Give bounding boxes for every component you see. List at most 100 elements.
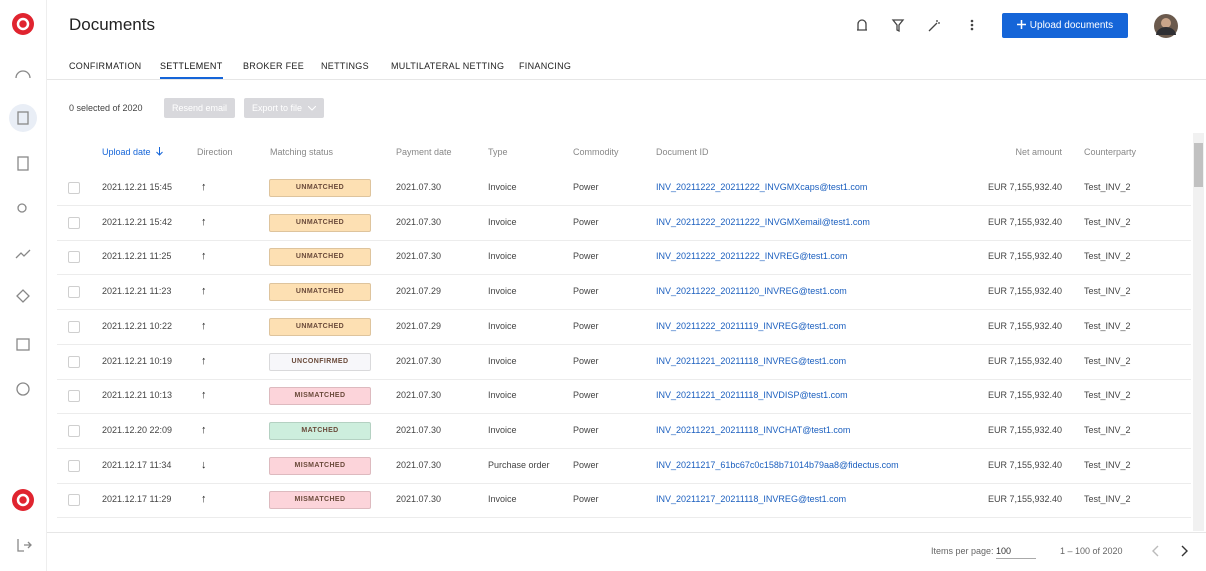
active-nav-bg (9, 104, 37, 132)
direction: ↑ (201, 250, 207, 263)
plus-icon (1016, 20, 1026, 29)
column-header[interactable]: Document ID (656, 147, 709, 157)
document-id[interactable]: INV_20211217_61bc67c0c158b71014b79aa8@fi… (656, 459, 899, 470)
document-id[interactable]: INV_20211222_20211222_INVREG@test1.com (656, 251, 848, 262)
footer-divider (47, 532, 1206, 533)
documents-icon[interactable] (17, 111, 29, 125)
filter-icon[interactable] (891, 19, 905, 33)
type: Invoice (488, 286, 517, 297)
wand-icon[interactable] (928, 20, 940, 32)
payment-date: 2021.07.30 (396, 355, 442, 366)
document-id[interactable]: INV_20211221_20211118_INVREG@test1.com (656, 355, 847, 366)
more-icon[interactable] (970, 19, 974, 31)
row-checkbox[interactable] (68, 320, 80, 333)
row-checkbox[interactable] (68, 459, 80, 472)
payment-date: 2021.07.30 (396, 182, 442, 192)
status-badge: MISMATCHED (269, 387, 371, 406)
counterparty: Test_INV_2 (1084, 320, 1131, 331)
type: Invoice (488, 320, 517, 331)
document-id[interactable]: INV_20211221_20211118_INVDISP@test1.com (656, 390, 848, 401)
row-checkbox[interactable] (68, 494, 80, 507)
counterparty: Test_INV_2 (1084, 494, 1131, 505)
items-per-page[interactable]: 100 (996, 546, 1036, 559)
tab[interactable]: NETTINGS (321, 61, 369, 71)
payment-date: 2021.07.30 (396, 424, 442, 435)
payment-date: 2021.07.29 (396, 320, 442, 331)
direction: ↑ (201, 423, 207, 436)
upload-button[interactable]: Upload documents (1002, 13, 1128, 38)
column-header[interactable]: Direction (197, 147, 233, 157)
counterparty: Test_INV_2 (1084, 216, 1131, 227)
column-header[interactable]: Counterparty (1084, 147, 1137, 157)
document-id[interactable]: INV_20211222_20211119_INVREG@test1.com (656, 320, 847, 331)
tab[interactable]: BROKER FEE (243, 61, 305, 71)
direction: ↓ (201, 458, 207, 471)
help-icon[interactable] (16, 382, 30, 396)
type: Invoice (488, 251, 517, 262)
column-header[interactable]: Upload date (102, 147, 163, 157)
row-checkbox[interactable] (68, 286, 80, 299)
logout-icon[interactable] (17, 539, 32, 552)
clipboard-icon[interactable] (17, 156, 29, 171)
scroll-thumb[interactable] (1194, 143, 1203, 187)
table-row (57, 379, 1191, 415)
tab[interactable]: MULTILATERAL NETTING (391, 61, 505, 71)
row-checkbox[interactable] (68, 182, 80, 194)
commodity: Power (573, 459, 599, 470)
column-header[interactable]: Matching status (270, 147, 334, 157)
counterparty: Test_INV_2 (1084, 390, 1131, 401)
row-checkbox[interactable] (68, 216, 80, 229)
document-id[interactable]: INV_20211221_20211118_INVCHAT@test1.com (656, 424, 851, 435)
dashboard-icon[interactable] (15, 70, 31, 79)
column-header[interactable]: Commodity (573, 147, 619, 157)
direction: ↑ (201, 354, 207, 367)
payment-date: 2021.07.30 (396, 251, 442, 262)
row-checkbox[interactable] (68, 251, 80, 264)
document-id[interactable]: INV_20211222_20211222_INVGMXemail@test1.… (656, 216, 870, 227)
commodity: Power (573, 216, 599, 227)
avatar[interactable] (1153, 13, 1179, 39)
type: Purchase order (488, 459, 550, 470)
bell-icon[interactable] (857, 19, 867, 31)
counterparty: Test_INV_2 (1084, 355, 1131, 366)
payment-date: 2021.07.30 (396, 390, 442, 401)
row-checkbox[interactable] (68, 424, 80, 437)
document-id[interactable]: INV_20211217_20211118_INVREG@test1.com (656, 494, 847, 505)
next-page[interactable] (1181, 545, 1188, 557)
export-button[interactable]: Export to file (244, 98, 325, 118)
column-header[interactable]: Net amount (1015, 147, 1062, 157)
status-badge: UNMATCHED (269, 213, 371, 232)
counterparty: Test_INV_2 (1084, 459, 1131, 470)
direction: ↑ (201, 181, 207, 193)
building-icon[interactable] (16, 338, 30, 351)
status-badge: MATCHED (269, 421, 371, 440)
direction: ↑ (201, 285, 207, 298)
net-amount: EUR 7,155,932.40 (987, 216, 1062, 227)
caret (308, 106, 317, 111)
prev-page[interactable] (1152, 545, 1159, 557)
chart-icon[interactable] (15, 249, 31, 259)
scrollbar[interactable] (1193, 133, 1204, 531)
deal-icon[interactable] (16, 289, 30, 303)
search-icon[interactable] (17, 203, 27, 213)
row-checkbox[interactable] (68, 355, 80, 368)
direction: ↑ (201, 389, 207, 402)
logo[interactable] (12, 13, 34, 35)
commodity: Power (573, 424, 599, 435)
resend-button[interactable]: Resend email (164, 98, 236, 118)
tab[interactable]: SETTLEMENT (160, 61, 223, 71)
table-row (57, 206, 1191, 241)
row-checkbox[interactable] (68, 390, 80, 403)
table-row (57, 483, 1191, 519)
table-row (57, 449, 1191, 484)
payment-date: 2021.07.30 (396, 216, 442, 227)
document-id[interactable]: INV_20211222_20211120_INVREG@test1.com (656, 286, 847, 297)
upload-date: 2021.12.17 11:34 (102, 459, 172, 470)
tab[interactable]: FINANCING (519, 61, 572, 71)
document-id[interactable]: INV_20211222_20211222_INVGMXcaps@test1.c… (656, 182, 868, 192)
column-header[interactable]: Payment date (396, 147, 452, 157)
main: Documents Upload documents CONFIRMATION SET… (47, 0, 1206, 571)
column-header[interactable]: Type (488, 147, 508, 157)
tab[interactable]: CONFIRMATION (69, 61, 142, 71)
status-badge: UNCONFIRMED (269, 352, 371, 371)
